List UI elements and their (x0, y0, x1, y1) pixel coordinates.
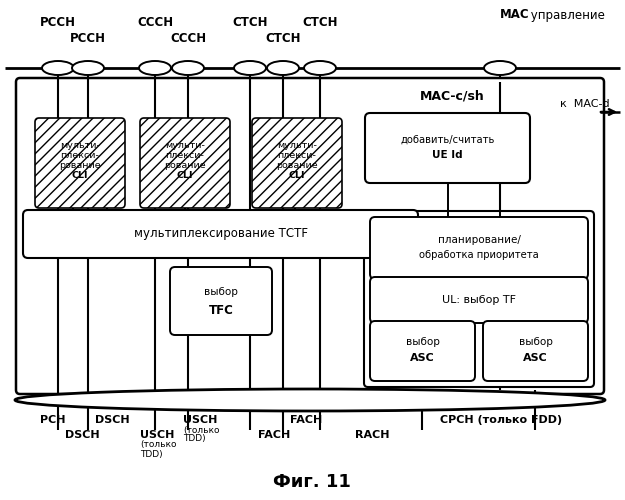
Text: ASC: ASC (523, 353, 548, 363)
Text: USCH: USCH (183, 415, 218, 425)
Text: FACH: FACH (290, 415, 322, 425)
FancyBboxPatch shape (370, 217, 588, 279)
FancyBboxPatch shape (140, 118, 230, 208)
Text: DSCH: DSCH (65, 430, 99, 440)
Text: рование: рование (164, 160, 206, 170)
Text: MAC: MAC (500, 8, 529, 22)
Text: обработка приоритета: обработка приоритета (419, 250, 539, 260)
Text: FACH: FACH (258, 430, 290, 440)
FancyBboxPatch shape (35, 118, 125, 208)
FancyBboxPatch shape (252, 118, 342, 208)
Text: (только: (только (140, 440, 176, 450)
Ellipse shape (15, 389, 605, 411)
Text: PCCH: PCCH (40, 16, 76, 28)
Text: к  MAC-d: к MAC-d (561, 99, 610, 109)
Text: рование: рование (276, 160, 318, 170)
FancyBboxPatch shape (170, 267, 272, 335)
Text: рование: рование (59, 160, 101, 170)
Ellipse shape (267, 61, 299, 75)
Text: USCH: USCH (140, 430, 174, 440)
Text: TFC: TFC (209, 304, 234, 316)
Text: CTCH: CTCH (265, 32, 301, 44)
Text: выбор: выбор (406, 337, 439, 347)
Ellipse shape (484, 61, 516, 75)
Text: ASC: ASC (410, 353, 435, 363)
Text: мульти-: мульти- (165, 140, 205, 149)
Text: CCCH: CCCH (170, 32, 206, 44)
Text: MAC-c/sh: MAC-c/sh (420, 90, 485, 102)
FancyBboxPatch shape (370, 321, 475, 381)
FancyBboxPatch shape (370, 277, 588, 323)
Text: PCCH: PCCH (70, 32, 106, 44)
Text: CLI: CLI (72, 172, 88, 180)
Text: CPCH (только FDD): CPCH (только FDD) (440, 415, 562, 425)
Text: мульти-: мульти- (277, 140, 317, 149)
FancyBboxPatch shape (365, 113, 530, 183)
FancyBboxPatch shape (16, 78, 604, 394)
Text: TDD): TDD) (183, 434, 206, 444)
Text: CLI: CLI (289, 172, 305, 180)
Text: TDD): TDD) (140, 450, 162, 458)
Ellipse shape (304, 61, 336, 75)
Text: плекси-: плекси- (61, 150, 99, 160)
Text: планирование/: планирование/ (438, 235, 521, 245)
FancyBboxPatch shape (364, 211, 594, 387)
Ellipse shape (42, 61, 74, 75)
Text: управление: управление (527, 8, 605, 22)
FancyBboxPatch shape (23, 210, 418, 258)
Text: Фиг. 11: Фиг. 11 (273, 473, 351, 491)
Ellipse shape (234, 61, 266, 75)
Text: плекси-: плекси- (166, 150, 204, 160)
Text: добавить/считать: добавить/считать (401, 135, 495, 145)
Text: выбор: выбор (519, 337, 552, 347)
Text: мультиплексирование ТCTF: мультиплексирование ТCTF (134, 228, 308, 240)
Ellipse shape (139, 61, 171, 75)
Ellipse shape (172, 61, 204, 75)
Text: (только: (только (183, 426, 219, 434)
Text: RACH: RACH (355, 430, 389, 440)
Text: DSCH: DSCH (95, 415, 129, 425)
Text: CCCH: CCCH (137, 16, 173, 28)
Text: мульти-: мульти- (60, 140, 100, 149)
Text: UL: выбор TF: UL: выбор TF (442, 295, 516, 305)
FancyBboxPatch shape (483, 321, 588, 381)
Text: CTCH: CTCH (302, 16, 338, 28)
Text: выбор: выбор (204, 287, 238, 297)
Text: PCH: PCH (40, 415, 66, 425)
Text: CTCH: CTCH (232, 16, 268, 28)
Text: UE Id: UE Id (432, 150, 462, 160)
Text: плекси-: плекси- (278, 150, 316, 160)
Ellipse shape (72, 61, 104, 75)
Text: CLI: CLI (177, 172, 193, 180)
